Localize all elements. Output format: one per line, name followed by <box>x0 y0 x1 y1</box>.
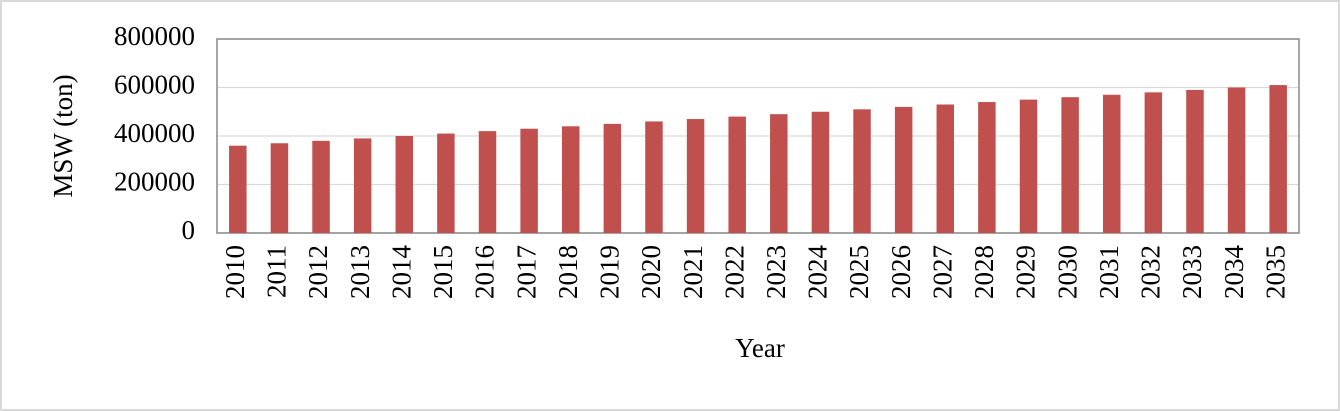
x-tick-label: 2019 <box>595 245 625 299</box>
x-tick-label: 2014 <box>386 245 416 300</box>
x-tick-label: 2034 <box>1219 245 1249 300</box>
bar <box>437 133 455 233</box>
x-tick-label: 2013 <box>345 245 375 299</box>
bar <box>811 111 830 233</box>
x-tick-label: 2026 <box>886 245 916 299</box>
x-tick-label: 2011 <box>262 245 292 298</box>
bar <box>561 126 580 233</box>
bar <box>770 114 788 233</box>
bar <box>312 140 330 233</box>
bar <box>395 136 414 233</box>
bar <box>353 138 372 233</box>
bar <box>936 104 955 233</box>
bar <box>520 128 538 233</box>
y-tick-label: 800000 <box>114 21 195 51</box>
bar <box>894 106 913 233</box>
bar <box>1144 92 1163 233</box>
bar <box>478 131 497 233</box>
bar <box>1019 99 1038 233</box>
x-tick-label: 2016 <box>470 245 500 299</box>
y-tick-label: 400000 <box>114 118 195 148</box>
bar <box>1102 94 1121 234</box>
x-tick-label: 2024 <box>803 245 833 300</box>
bar <box>229 145 247 233</box>
x-tick-label: 2032 <box>1136 245 1166 299</box>
x-tick-label: 2021 <box>678 245 708 299</box>
x-tick-label: 2030 <box>1052 245 1082 299</box>
x-tick-label: 2025 <box>844 245 874 299</box>
y-tick-label: 600000 <box>114 70 195 100</box>
bar <box>1227 87 1246 233</box>
x-tick-label: 2015 <box>428 245 458 299</box>
x-tick-label: 2033 <box>1177 245 1207 299</box>
bar <box>1269 85 1287 233</box>
bar <box>978 102 996 233</box>
y-tick-label: 0 <box>182 215 196 245</box>
x-tick-label: 2028 <box>969 245 999 299</box>
x-tick-label: 2017 <box>511 245 541 299</box>
plot-border <box>216 38 1300 234</box>
x-tick-label: 2018 <box>553 245 583 299</box>
x-tick-label: 2027 <box>927 245 957 299</box>
bar <box>270 143 289 233</box>
bar <box>1186 89 1204 233</box>
x-axis-title: Year <box>735 333 785 363</box>
bar <box>853 109 871 233</box>
bar <box>728 116 746 233</box>
bar <box>603 123 622 233</box>
x-tick-label: 2035 <box>1260 245 1290 299</box>
bar <box>1061 97 1079 233</box>
x-tick-label: 2031 <box>1094 245 1124 299</box>
x-tick-label: 2029 <box>1011 245 1041 299</box>
y-tick-label: 200000 <box>114 167 195 197</box>
x-tick-label: 2023 <box>761 245 791 299</box>
x-tick-label: 2022 <box>719 245 749 299</box>
x-tick-label: 2010 <box>220 245 250 299</box>
bar <box>686 119 705 233</box>
bar <box>645 121 663 233</box>
x-tick-label: 2012 <box>303 245 333 299</box>
x-tick-label: 2020 <box>636 245 666 299</box>
y-axis-title: MSW (ton) <box>48 74 78 197</box>
